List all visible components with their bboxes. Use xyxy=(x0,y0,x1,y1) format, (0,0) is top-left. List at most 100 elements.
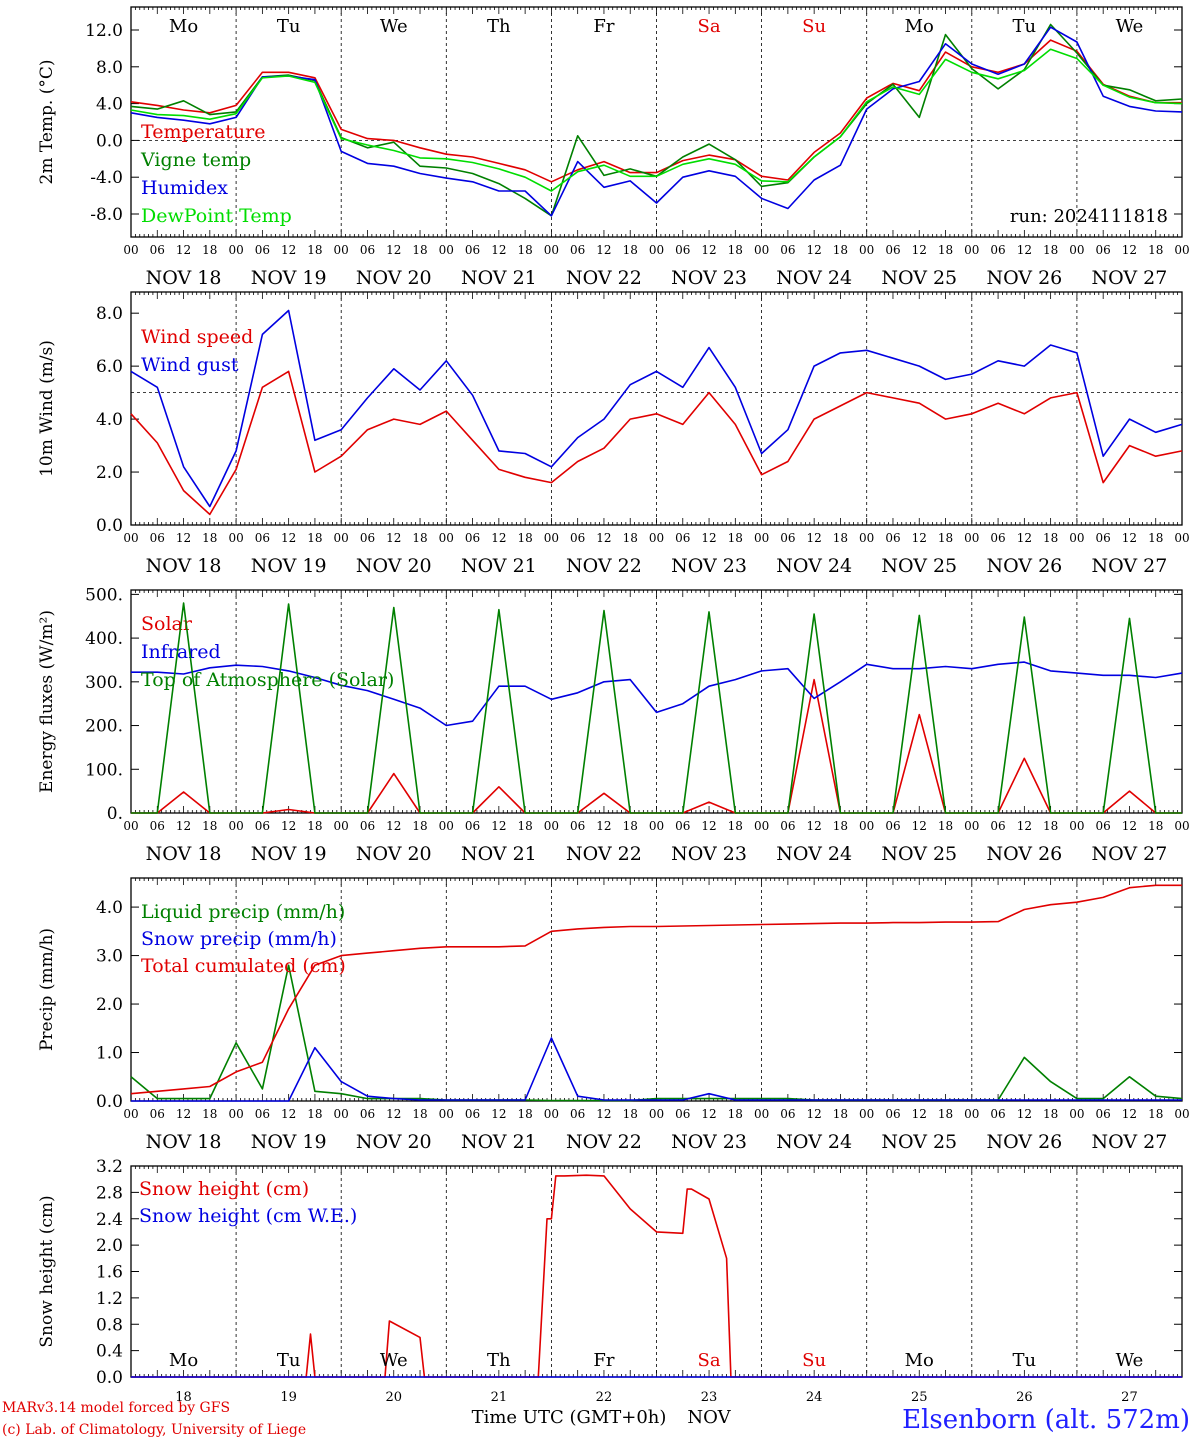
hour-tick-label: 00 xyxy=(754,1107,769,1121)
hour-tick-label: 18 xyxy=(938,531,953,545)
hour-tick-label: 12 xyxy=(176,531,191,545)
hour-tick-label: 00 xyxy=(859,819,874,833)
hour-tick-label: 12 xyxy=(1017,531,1032,545)
hour-tick-label: 00 xyxy=(123,819,138,833)
date-label: NOV 25 xyxy=(881,555,957,577)
hour-tick-label: 06 xyxy=(360,1107,375,1121)
hour-tick-label: 00 xyxy=(228,1107,243,1121)
date-label: NOV 26 xyxy=(986,267,1062,289)
date-label: NOV 26 xyxy=(986,1131,1062,1153)
date-label: NOV 19 xyxy=(251,555,327,577)
legend-entry-1: Liquid precip (mm/h) xyxy=(141,901,345,923)
y-tick-label: 1.6 xyxy=(96,1263,123,1283)
day-number-label: 20 xyxy=(385,1390,402,1405)
date-label: NOV 27 xyxy=(1092,843,1168,865)
date-label: NOV 24 xyxy=(776,555,852,577)
hour-tick-label: 00 xyxy=(123,243,138,257)
hour-tick-label: 12 xyxy=(491,819,506,833)
hour-tick-label: 00 xyxy=(1069,1107,1084,1121)
date-label: NOV 27 xyxy=(1092,555,1168,577)
hour-tick-label: 12 xyxy=(1122,1107,1137,1121)
y-tick-label: 2.0 xyxy=(96,1236,123,1256)
hour-tick-label: 18 xyxy=(623,1107,638,1121)
date-label: NOV 20 xyxy=(356,1131,432,1153)
hour-tick-label: 12 xyxy=(807,1107,822,1121)
legend-entry-1: Wind speed xyxy=(141,326,253,348)
weekday-label: Mo xyxy=(169,1350,198,1371)
hour-tick-label: 18 xyxy=(728,819,743,833)
date-label: NOV 18 xyxy=(146,555,222,577)
y-tick-label: 300. xyxy=(85,673,123,693)
hour-tick-label: 18 xyxy=(307,531,322,545)
y-tick-label: 0.8 xyxy=(96,1315,123,1335)
hour-tick-label: 18 xyxy=(517,531,532,545)
hour-tick-label: 06 xyxy=(675,531,690,545)
hour-tick-label: 18 xyxy=(1043,1107,1058,1121)
hour-tick-label: 00 xyxy=(439,243,454,257)
hour-tick-label: 12 xyxy=(912,243,927,257)
hour-tick-label: 00 xyxy=(1069,531,1084,545)
legend-entry-1: Snow height (cm) xyxy=(139,1178,309,1200)
date-label: NOV 22 xyxy=(566,1131,642,1153)
hour-tick-label: 06 xyxy=(780,531,795,545)
weekday-label: Su xyxy=(802,1350,826,1371)
hour-tick-label: 18 xyxy=(1043,531,1058,545)
date-label: NOV 20 xyxy=(356,267,432,289)
hour-tick-label: 12 xyxy=(701,243,716,257)
hour-tick-label: 18 xyxy=(728,531,743,545)
hour-tick-label: 06 xyxy=(885,1107,900,1121)
hour-tick-label: 00 xyxy=(649,1107,664,1121)
date-label: NOV 26 xyxy=(986,843,1062,865)
hour-tick-label: 12 xyxy=(912,1107,927,1121)
hour-tick-label: 18 xyxy=(833,243,848,257)
y-tick-label: 2.4 xyxy=(96,1210,123,1230)
y-tick-label: 4.0 xyxy=(96,410,123,430)
hour-tick-label: 12 xyxy=(701,819,716,833)
hour-tick-label: 18 xyxy=(1148,819,1163,833)
date-label: NOV 27 xyxy=(1092,1131,1168,1153)
hour-tick-label: 06 xyxy=(150,819,165,833)
date-label: NOV 24 xyxy=(776,1131,852,1153)
date-label: NOV 19 xyxy=(251,843,327,865)
legend-entry-3: Humidex xyxy=(141,177,228,199)
hour-tick-label: 18 xyxy=(202,531,217,545)
hour-tick-label: 12 xyxy=(807,531,822,545)
hour-tick-label: 18 xyxy=(412,531,427,545)
hour-tick-label: 06 xyxy=(780,819,795,833)
weekday-label: Tu xyxy=(1013,1350,1037,1371)
weekday-label: Fr xyxy=(593,16,614,37)
hour-tick-label: 18 xyxy=(623,243,638,257)
legend-entry-2: Snow height (cm W.E.) xyxy=(139,1205,357,1227)
series-line-1 xyxy=(130,964,1183,1102)
legend-entry-2: Vigne temp xyxy=(140,149,251,171)
hour-tick-label: 12 xyxy=(807,819,822,833)
hour-tick-label: 12 xyxy=(281,819,296,833)
hour-tick-label: 06 xyxy=(360,819,375,833)
hour-tick-label: 00 xyxy=(544,1107,559,1121)
date-label: NOV 25 xyxy=(881,267,957,289)
hour-tick-label: 00 xyxy=(964,531,979,545)
hour-tick-label: 00 xyxy=(754,819,769,833)
series-line-2 xyxy=(130,309,1183,508)
hour-tick-label: 18 xyxy=(938,1107,953,1121)
date-label: NOV 24 xyxy=(776,843,852,865)
hour-tick-label: 00 xyxy=(859,531,874,545)
credit-line-2: (c) Lab. of Climatology, University of L… xyxy=(2,1422,306,1438)
day-number-label: 19 xyxy=(280,1390,297,1405)
y-tick-label: 200. xyxy=(85,717,123,737)
hour-tick-label: 06 xyxy=(990,819,1005,833)
date-label: NOV 21 xyxy=(461,843,537,865)
weekday-label: Sa xyxy=(698,16,721,37)
hour-tick-label: 12 xyxy=(1017,819,1032,833)
series-line-2 xyxy=(131,1037,1182,1102)
hour-tick-label: 12 xyxy=(176,243,191,257)
weekday-label: Tu xyxy=(1013,16,1037,37)
day-number-label: 25 xyxy=(911,1390,928,1405)
hour-tick-label: 06 xyxy=(990,531,1005,545)
y-tick-label: 8.0 xyxy=(96,58,123,78)
hour-tick-label: 06 xyxy=(570,1107,585,1121)
hour-tick-label: 12 xyxy=(912,531,927,545)
hour-tick-label: 12 xyxy=(281,243,296,257)
hour-tick-label: 00 xyxy=(964,1107,979,1121)
